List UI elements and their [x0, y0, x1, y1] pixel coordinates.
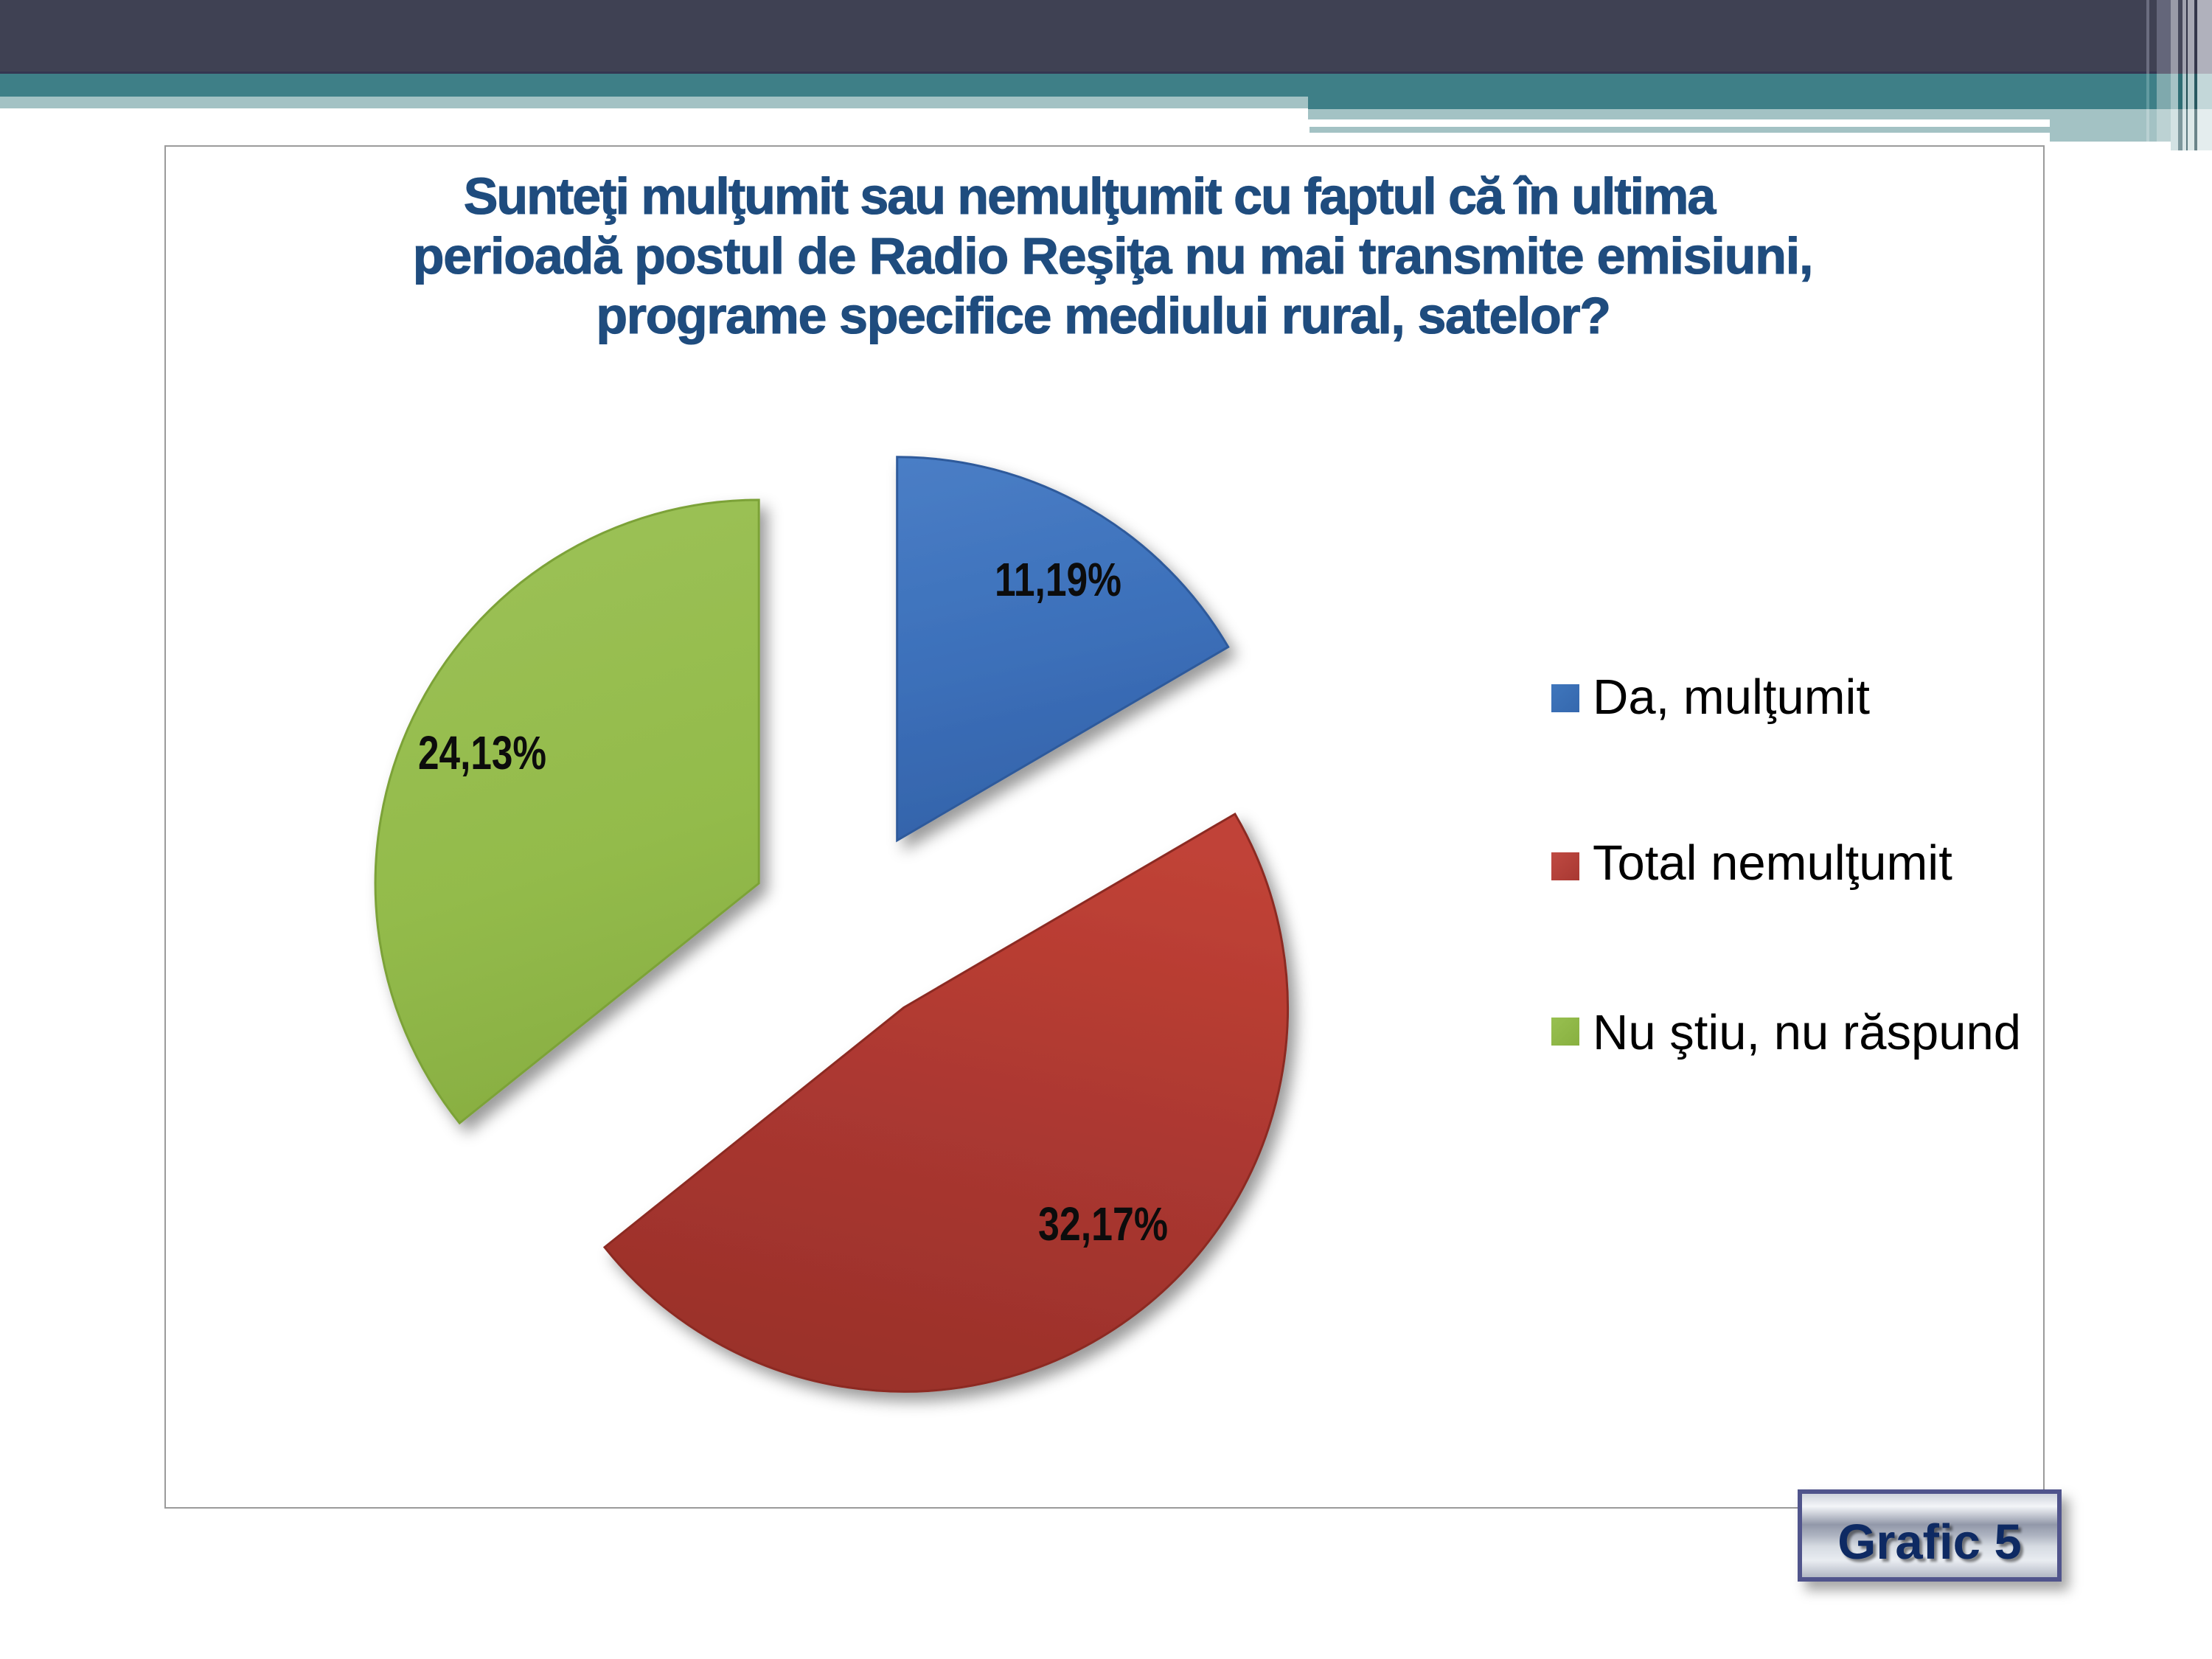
svg-text:32,17%: 32,17%	[1038, 1197, 1168, 1251]
svg-text:24,13%: 24,13%	[418, 726, 546, 779]
svg-text:11,19%: 11,19%	[995, 553, 1121, 606]
